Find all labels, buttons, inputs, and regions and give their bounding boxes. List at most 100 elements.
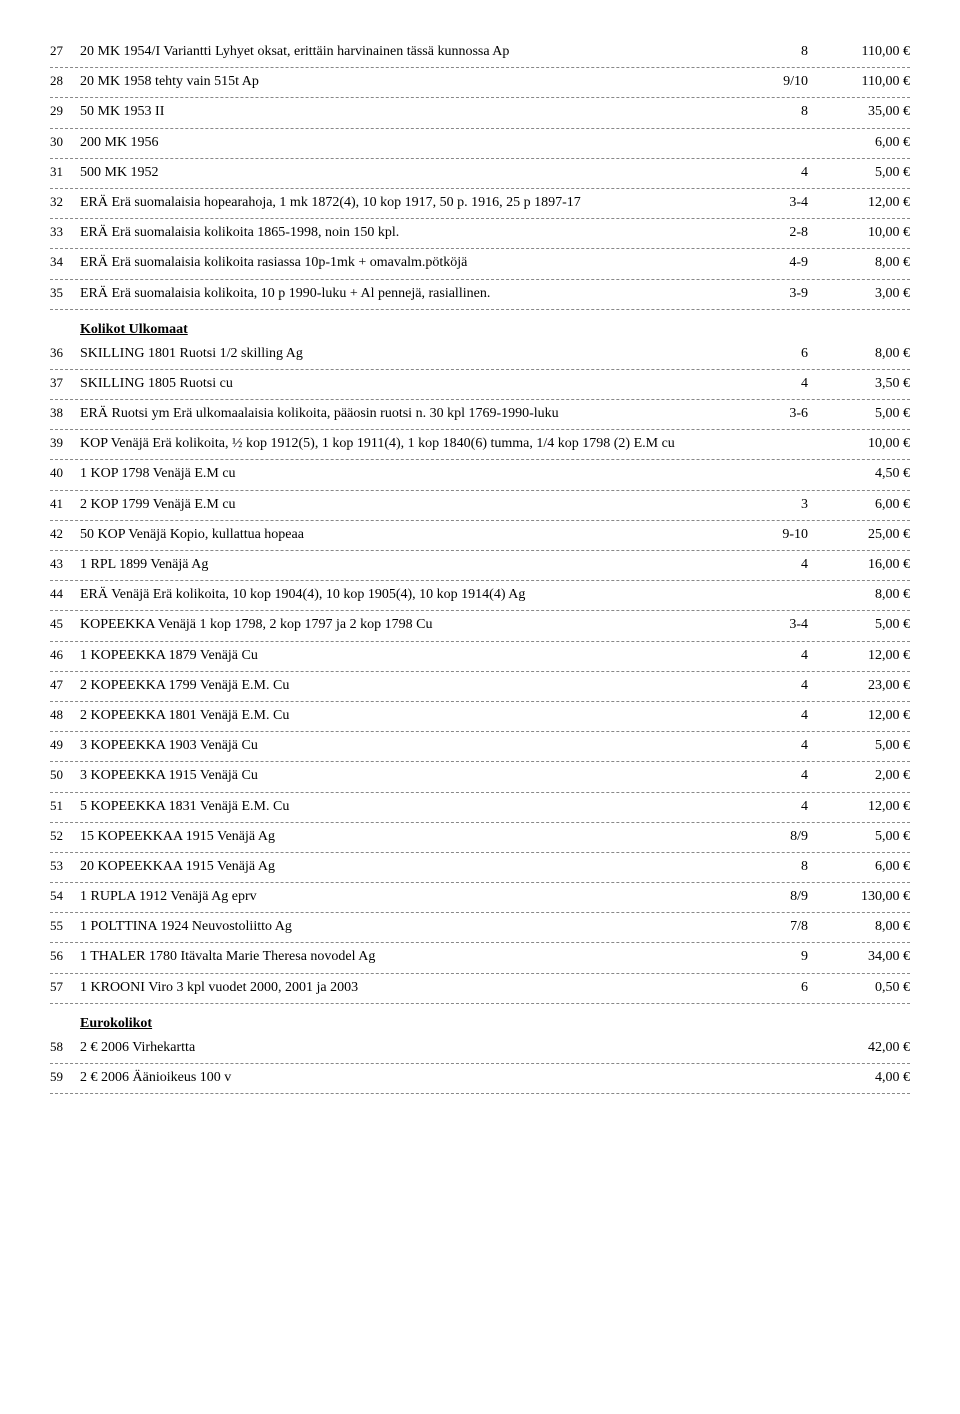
lot-description: 1 RUPLA 1912 Venäjä Ag eprv [80, 888, 753, 906]
lot-condition: 7/8 [753, 919, 830, 935]
section-heading: Kolikot Ulkomaat [80, 322, 910, 338]
lot-row: 5215 KOPEEKKAA 1915 Venäjä Ag8/95,00 € [50, 825, 910, 853]
lot-description: 20 MK 1954/I Variantti Lyhyet oksat, eri… [80, 43, 753, 61]
lot-row: 461 KOPEEKKA 1879 Venäjä Cu412,00 € [50, 644, 910, 672]
lot-condition: 4 [753, 768, 830, 784]
lot-price: 34,00 € [830, 949, 910, 965]
lot-number: 44 [50, 586, 80, 602]
lot-price: 130,00 € [830, 889, 910, 905]
lot-description: ERÄ Venäjä Erä kolikoita, 10 kop 1904(4)… [80, 586, 753, 604]
lot-price: 5,00 € [830, 829, 910, 845]
lot-row: 592 € 2006 Äänioikeus 100 v4,00 € [50, 1066, 910, 1094]
lot-description: ERÄ Erä suomalaisia kolikoita 1865-1998,… [80, 224, 753, 242]
lot-description: 1 POLTTINA 1924 Neuvostoliitto Ag [80, 918, 753, 936]
lot-number: 46 [50, 647, 80, 663]
lot-row: 2820 MK 1958 tehty vain 515t Ap9/10110,0… [50, 70, 910, 98]
lot-price: 3,00 € [830, 286, 910, 302]
lot-number: 40 [50, 465, 80, 481]
lot-condition: 4 [753, 165, 830, 181]
lot-price: 8,00 € [830, 919, 910, 935]
lot-row: 37SKILLING 1805 Ruotsi cu43,50 € [50, 372, 910, 400]
lot-price: 12,00 € [830, 195, 910, 211]
lot-row: 5320 KOPEEKKAA 1915 Venäjä Ag86,00 € [50, 855, 910, 883]
lot-description: ERÄ Erä suomalaisia kolikoita rasiassa 1… [80, 254, 753, 272]
lot-row: 38ERÄ Ruotsi ym Erä ulkomaalaisia koliko… [50, 402, 910, 430]
lot-number: 57 [50, 979, 80, 995]
lot-number: 28 [50, 73, 80, 89]
lot-price: 0,50 € [830, 980, 910, 996]
lot-number: 56 [50, 948, 80, 964]
lot-number: 39 [50, 435, 80, 451]
lot-number: 49 [50, 737, 80, 753]
lot-description: 500 MK 1952 [80, 164, 753, 182]
lot-price: 12,00 € [830, 799, 910, 815]
lot-condition: 3-4 [753, 617, 830, 633]
lot-price: 110,00 € [830, 44, 910, 60]
lot-description: 3 KOPEEKKA 1903 Venäjä Cu [80, 737, 753, 755]
lot-price: 6,00 € [830, 859, 910, 875]
lot-condition: 4 [753, 678, 830, 694]
lot-price: 110,00 € [830, 74, 910, 90]
lot-description: 2 € 2006 Virhekartta [80, 1039, 753, 1057]
lot-row: 412 KOP 1799 Venäjä E.M cu36,00 € [50, 493, 910, 521]
lot-price: 5,00 € [830, 406, 910, 422]
lot-condition: 8/9 [753, 889, 830, 905]
lot-number: 48 [50, 707, 80, 723]
lot-row: 482 KOPEEKKA 1801 Venäjä E.M. Cu412,00 € [50, 704, 910, 732]
lot-price: 3,50 € [830, 376, 910, 392]
lot-description: ERÄ Erä suomalaisia kolikoita, 10 p 1990… [80, 285, 753, 303]
lot-number: 51 [50, 798, 80, 814]
lot-condition: 8 [753, 44, 830, 60]
lot-condition: 4 [753, 557, 830, 573]
lot-price: 4,50 € [830, 466, 910, 482]
lot-row: 582 € 2006 Virhekartta 42,00 € [50, 1036, 910, 1064]
lot-number: 41 [50, 496, 80, 512]
lot-number: 30 [50, 134, 80, 150]
lot-number: 47 [50, 677, 80, 693]
lot-price: 10,00 € [830, 436, 910, 452]
lot-price: 5,00 € [830, 617, 910, 633]
lot-number: 54 [50, 888, 80, 904]
lot-number: 42 [50, 526, 80, 542]
lot-list: 2720 MK 1954/I Variantti Lyhyet oksat, e… [50, 40, 910, 1094]
lot-number: 37 [50, 375, 80, 391]
lot-row: 2950 MK 1953 II835,00 € [50, 100, 910, 128]
lot-condition: 4 [753, 799, 830, 815]
lot-description: 2 € 2006 Äänioikeus 100 v [80, 1069, 753, 1087]
lot-row: 33ERÄ Erä suomalaisia kolikoita 1865-199… [50, 221, 910, 249]
lot-row: 472 KOPEEKKA 1799 Venäjä E.M. Cu423,00 € [50, 674, 910, 702]
lot-price: 8,00 € [830, 346, 910, 362]
lot-description: 200 MK 1956 [80, 134, 753, 152]
lot-price: 12,00 € [830, 648, 910, 664]
lot-description: 1 THALER 1780 Itävalta Marie Theresa nov… [80, 948, 753, 966]
lot-description: 50 MK 1953 II [80, 103, 753, 121]
lot-description: 1 RPL 1899 Venäjä Ag [80, 556, 753, 574]
lot-description: 15 KOPEEKKAA 1915 Venäjä Ag [80, 828, 753, 846]
lot-number: 58 [50, 1039, 80, 1055]
lot-description: 2 KOPEEKKA 1799 Venäjä E.M. Cu [80, 677, 753, 695]
lot-price: 42,00 € [830, 1040, 910, 1056]
lot-row: 551 POLTTINA 1924 Neuvostoliitto Ag7/88,… [50, 915, 910, 943]
lot-row: 30200 MK 19566,00 € [50, 131, 910, 159]
lot-number: 36 [50, 345, 80, 361]
lot-price: 8,00 € [830, 255, 910, 271]
lot-condition: 9/10 [753, 74, 830, 90]
lot-price: 12,00 € [830, 708, 910, 724]
lot-row: 401 KOP 1798 Venäjä E.M cu 4,50 € [50, 462, 910, 490]
lot-description: 2 KOP 1799 Venäjä E.M cu [80, 496, 753, 514]
lot-condition: 6 [753, 980, 830, 996]
lot-number: 52 [50, 828, 80, 844]
lot-number: 35 [50, 285, 80, 301]
lot-condition: 4-9 [753, 255, 830, 271]
lot-number: 34 [50, 254, 80, 270]
lot-description: 50 KOP Venäjä Kopio, kullattua hopeaa [80, 526, 753, 544]
lot-price: 5,00 € [830, 738, 910, 754]
lot-row: 31500 MK 195245,00 € [50, 161, 910, 189]
lot-row: 493 KOPEEKKA 1903 Venäjä Cu45,00 € [50, 734, 910, 762]
lot-condition: 8 [753, 104, 830, 120]
lot-row: 36SKILLING 1801 Ruotsi 1/2 skilling Ag68… [50, 342, 910, 370]
lot-description: 1 KOPEEKKA 1879 Venäjä Cu [80, 647, 753, 665]
lot-description: 2 KOPEEKKA 1801 Venäjä E.M. Cu [80, 707, 753, 725]
lot-condition: 9 [753, 949, 830, 965]
lot-description: 1 KOP 1798 Venäjä E.M cu [80, 465, 753, 483]
